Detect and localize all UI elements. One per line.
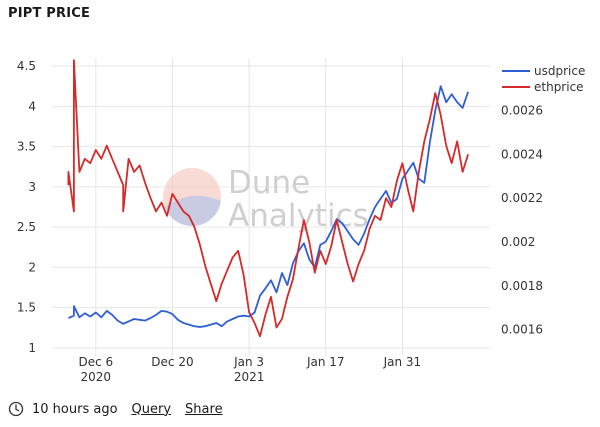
right-y-tick-label: 0.0018 [501, 279, 543, 293]
x-tick-year-label: 2020 [81, 370, 112, 384]
right-y-tick-label: 0.0026 [501, 104, 543, 118]
series-line-usdprice [68, 85, 469, 328]
left-y-axis: 1 1.5 2 2.5 3 3.5 4 4.5 [17, 59, 36, 355]
last-updated-text: 10 hours ago [32, 401, 118, 417]
series-line-ethprice [67, 59, 469, 338]
left-y-tick-label: 2.5 [17, 220, 36, 234]
left-y-tick-label: 3 [28, 180, 36, 194]
dune-analytics-watermark: Dune Analytics [163, 165, 369, 234]
watermark-line-2: Analytics [228, 198, 369, 234]
x-tick-year-label: 2021 [234, 370, 265, 384]
query-link[interactable]: Query [131, 401, 172, 417]
left-y-tick-label: 1.5 [17, 301, 36, 315]
left-y-tick-label: 4 [28, 99, 36, 113]
left-y-tick-label: 2 [28, 260, 36, 274]
price-chart: Dune Analytics 11.522.533.544.5 0.00160.… [17, 58, 585, 384]
legend-label-ethprice[interactable]: ethprice [534, 80, 584, 94]
x-tick-label: Dec 6 [78, 355, 113, 369]
right-y-tick-label: 0.0022 [501, 191, 543, 205]
x-tick-label: Jan 3 [233, 355, 264, 369]
left-y-tick-label: 1 [28, 341, 36, 355]
share-link[interactable]: Share [185, 401, 223, 417]
legend-label-usdprice[interactable]: usdprice [534, 64, 585, 78]
footer-bar: 10 hours ago Query Share [8, 398, 237, 420]
x-tick-label: Jan 17 [306, 355, 345, 369]
chart-legend[interactable]: usdprice ethprice [502, 64, 585, 94]
left-y-tick-label: 4.5 [17, 59, 36, 73]
right-y-tick-label: 0.0024 [501, 147, 543, 161]
right-y-axis: 0.0016 0.0018 0.002 0.0022 0.0024 0.0026 [501, 104, 543, 337]
watermark-line-1: Dune [228, 165, 310, 201]
x-tick-label: Dec 20 [151, 355, 193, 369]
x-tick-label: Jan 31 [383, 355, 422, 369]
right-y-tick-label: 0.002 [501, 235, 535, 249]
right-y-tick-label: 0.0016 [501, 323, 543, 337]
page-title: PIPT PRICE [8, 6, 91, 21]
series-lines [67, 59, 469, 338]
left-y-tick-label: 3.5 [17, 140, 36, 154]
clock-icon [8, 401, 24, 417]
